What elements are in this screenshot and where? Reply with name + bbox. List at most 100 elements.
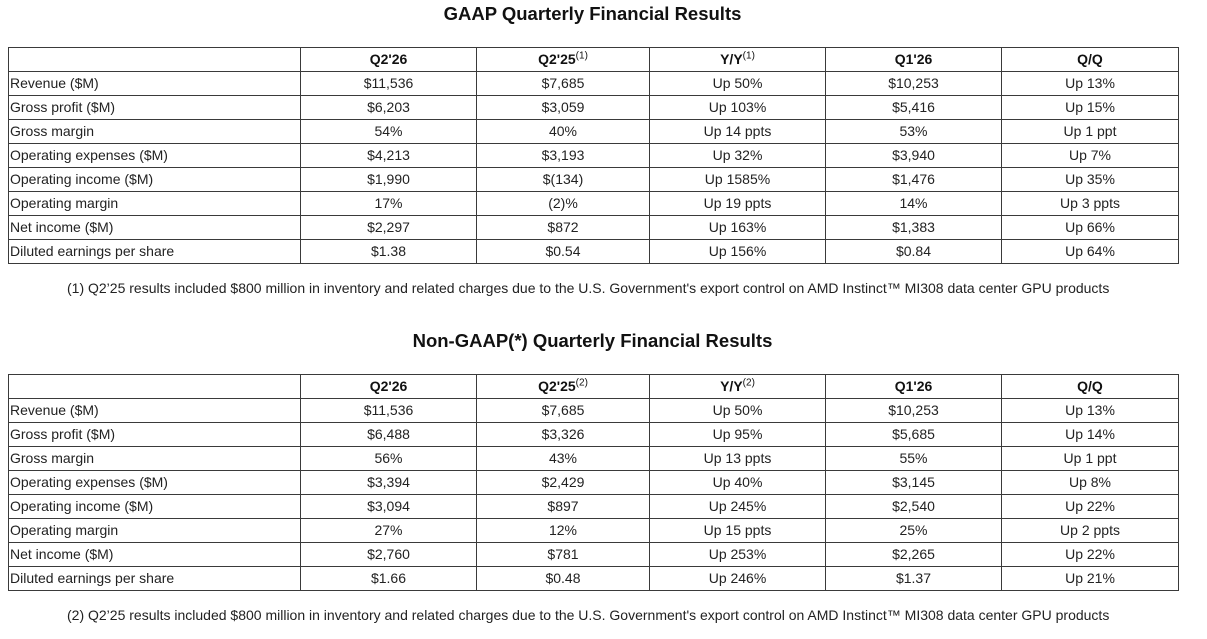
column-header-label: Q2'25 bbox=[538, 378, 576, 394]
gaap-title: GAAP Quarterly Financial Results bbox=[443, 3, 742, 24]
table-cell: $4,213 bbox=[300, 143, 477, 168]
table-cell: Up 21% bbox=[1001, 566, 1179, 591]
table-cell: Up 163% bbox=[649, 215, 826, 240]
row-label: Diluted earnings per share bbox=[8, 239, 301, 264]
table-row: Gross profit ($M) $6,203 $3,059 Up 103% $5,4… bbox=[8, 95, 1179, 120]
table-cell: $3,394 bbox=[300, 470, 477, 495]
row-label: Operating margin bbox=[8, 191, 301, 216]
row-label: Revenue ($M) bbox=[8, 71, 301, 96]
table-cell: $(134) bbox=[476, 167, 650, 192]
table-cell: $6,488 bbox=[300, 422, 477, 447]
table-cell: 27% bbox=[300, 518, 477, 543]
table-cell: $1.37 bbox=[825, 566, 1002, 591]
table-cell: Up 246% bbox=[649, 566, 826, 591]
table-row: Operating margin 27% 12% Up 15 ppts 25% Up 2 … bbox=[8, 518, 1179, 543]
table-cell: Up 7% bbox=[1001, 143, 1179, 168]
column-header: Y/Y(1) bbox=[649, 47, 826, 72]
table-cell: Up 22% bbox=[1001, 494, 1179, 519]
table-cell: Up 103% bbox=[649, 95, 826, 120]
table-cell: $872 bbox=[476, 215, 650, 240]
row-label: Net income ($M) bbox=[8, 215, 301, 240]
row-label: Operating margin bbox=[8, 518, 301, 543]
table-cell: $2,429 bbox=[476, 470, 650, 495]
column-header-label: Y/Y bbox=[720, 378, 743, 394]
table-cell: $1,990 bbox=[300, 167, 477, 192]
gaap-table: Q2'26 Q2'25(1) Y/Y(1) Q1'26 Q/Q Revenue ($M)… bbox=[8, 47, 1179, 264]
table-cell: Up 8% bbox=[1001, 470, 1179, 495]
table-cell: Up 14 ppts bbox=[649, 119, 826, 144]
column-header: Q1'26 bbox=[825, 47, 1002, 72]
table-cell: Up 13 ppts bbox=[649, 446, 826, 471]
table-cell: $2,760 bbox=[300, 542, 477, 567]
table-cell: Up 1 ppt bbox=[1001, 119, 1179, 144]
table-cell: $0.54 bbox=[476, 239, 650, 264]
column-header-label: Q1'26 bbox=[894, 378, 933, 394]
column-header-label: Q1'26 bbox=[894, 51, 933, 67]
table-cell: $3,940 bbox=[825, 143, 1002, 168]
table-cell: $897 bbox=[476, 494, 650, 519]
table-row: Revenue ($M) $11,536 $7,685 Up 50% $10,253 Up… bbox=[8, 398, 1179, 423]
footnote-marker: (1) bbox=[742, 50, 755, 62]
non-gaap-table: Q2'26 Q2'25(2) Y/Y(2) Q1'26 Q/Q Revenue ($M)… bbox=[8, 374, 1179, 591]
row-label: Revenue ($M) bbox=[8, 398, 301, 423]
column-header: Y/Y(2) bbox=[649, 374, 826, 399]
column-header: Q1'26 bbox=[825, 374, 1002, 399]
table-cell: 25% bbox=[825, 518, 1002, 543]
column-header-label: Q2'26 bbox=[369, 378, 408, 394]
table-cell: 56% bbox=[300, 446, 477, 471]
table-cell: $10,253 bbox=[825, 398, 1002, 423]
non-gaap-title: Non-GAAP(*) Quarterly Financial Results bbox=[412, 330, 773, 351]
table-cell: $11,536 bbox=[300, 398, 477, 423]
table-cell: Up 50% bbox=[649, 71, 826, 96]
footnote-marker: (1) bbox=[575, 50, 588, 62]
footnote-marker: (2) bbox=[742, 377, 755, 389]
table-cell: Up 15 ppts bbox=[649, 518, 826, 543]
table-cell: $1,476 bbox=[825, 167, 1002, 192]
table-cell: $3,094 bbox=[300, 494, 477, 519]
table-row: Operating margin 17% (2)% Up 19 ppts 14% Up 3… bbox=[8, 191, 1179, 216]
table-cell: $0.84 bbox=[825, 239, 1002, 264]
table-row: Diluted earnings per share $1.66 $0.48 Up 2… bbox=[8, 566, 1179, 591]
table-row: Diluted earnings per share $1.38 $0.54 Up 1… bbox=[8, 239, 1179, 264]
table-cell: $2,540 bbox=[825, 494, 1002, 519]
table-cell: 12% bbox=[476, 518, 650, 543]
table-cell: Up 14% bbox=[1001, 422, 1179, 447]
table-row: Gross margin 54% 40% Up 14 ppts 53% Up 1 ppt bbox=[8, 119, 1179, 144]
table-header-row: Q2'26 Q2'25(2) Y/Y(2) Q1'26 Q/Q bbox=[8, 374, 1179, 399]
table-row: Gross profit ($M) $6,488 $3,326 Up 95% $5,68… bbox=[8, 422, 1179, 447]
table-cell: Up 253% bbox=[649, 542, 826, 567]
row-label: Gross margin bbox=[8, 119, 301, 144]
column-header: Q2'25(1) bbox=[476, 47, 650, 72]
column-header-label: Q/Q bbox=[1077, 378, 1103, 394]
table-cell: (2)% bbox=[476, 191, 650, 216]
table-cell: Up 50% bbox=[649, 398, 826, 423]
table-row: Revenue ($M) $11,536 $7,685 Up 50% $10,253 Up… bbox=[8, 71, 1179, 96]
column-header: Q2'26 bbox=[300, 47, 477, 72]
row-label: Gross profit ($M) bbox=[8, 95, 301, 120]
table-row: Operating expenses ($M) $4,213 $3,193 Up 32… bbox=[8, 143, 1179, 168]
table-row: Net income ($M) $2,297 $872 Up 163% $1,383 Up… bbox=[8, 215, 1179, 240]
row-label: Operating expenses ($M) bbox=[8, 143, 301, 168]
table-cell: $3,145 bbox=[825, 470, 1002, 495]
table-cell: Up 32% bbox=[649, 143, 826, 168]
footnote-marker: (2) bbox=[575, 377, 588, 389]
column-header-label: Q/Q bbox=[1077, 51, 1103, 67]
row-label: Gross margin bbox=[8, 446, 301, 471]
table-cell: Up 13% bbox=[1001, 398, 1179, 423]
table-cell: $3,059 bbox=[476, 95, 650, 120]
table-cell: 40% bbox=[476, 119, 650, 144]
table-cell: 54% bbox=[300, 119, 477, 144]
table-cell: $10,253 bbox=[825, 71, 1002, 96]
column-header-label: Q2'25 bbox=[538, 51, 576, 67]
table-cell: $7,685 bbox=[476, 71, 650, 96]
table-cell: $1,383 bbox=[825, 215, 1002, 240]
table-cell: Up 2 ppts bbox=[1001, 518, 1179, 543]
column-header-label: Y/Y bbox=[720, 51, 743, 67]
table-cell: $3,326 bbox=[476, 422, 650, 447]
table-cell: $0.48 bbox=[476, 566, 650, 591]
table-cell: 17% bbox=[300, 191, 477, 216]
table-header-row: Q2'26 Q2'25(1) Y/Y(1) Q1'26 Q/Q bbox=[8, 47, 1179, 72]
table-row: Operating income ($M) $1,990 $(134) Up 1585… bbox=[8, 167, 1179, 192]
table-cell: Up 95% bbox=[649, 422, 826, 447]
row-label: Net income ($M) bbox=[8, 542, 301, 567]
